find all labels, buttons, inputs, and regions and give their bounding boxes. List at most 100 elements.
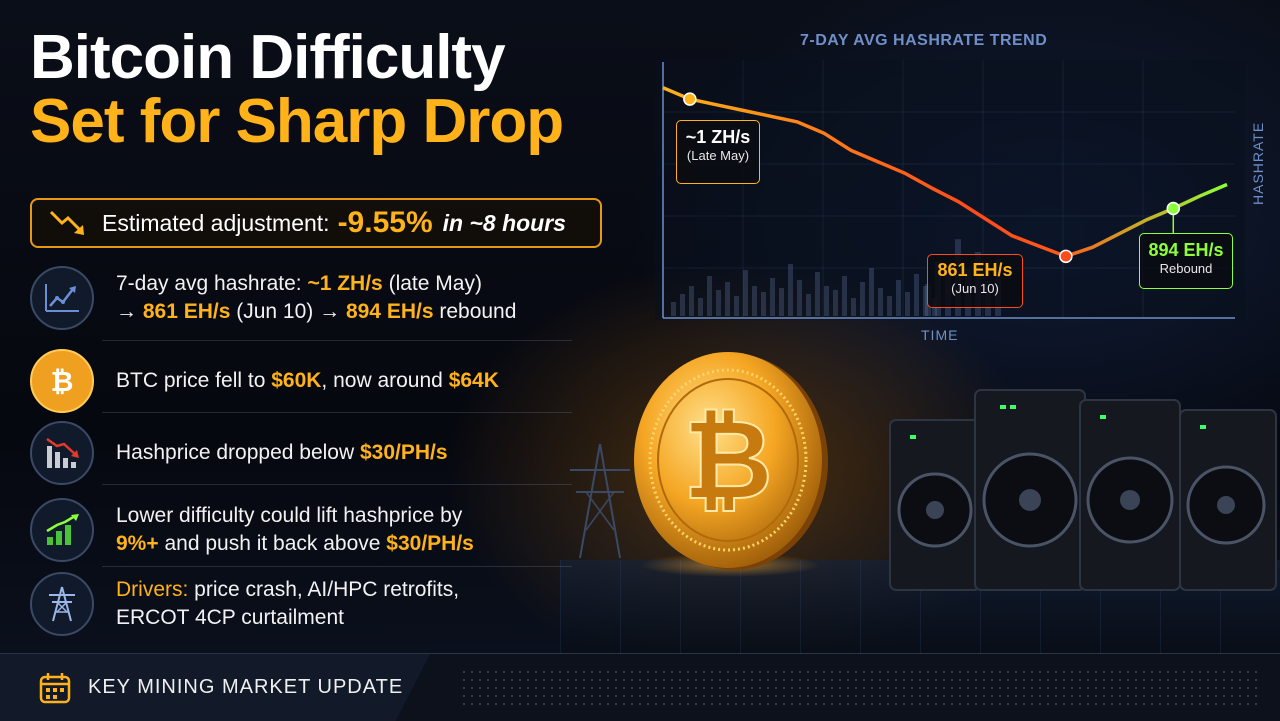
estimate-box: Estimated adjustment: -9.55% in ~8 hours xyxy=(30,198,602,248)
svg-text:₿: ₿ xyxy=(683,396,773,524)
callout-value: ~1 ZH/s xyxy=(685,127,751,147)
volume-bar xyxy=(770,278,775,316)
estimate-label: Estimated adjustment: xyxy=(102,209,330,236)
volume-bar xyxy=(761,292,766,316)
mining-rigs-image xyxy=(889,389,1277,591)
rising-bars-icon xyxy=(30,498,94,562)
hashrate-chart-icon xyxy=(30,266,94,330)
fact-drivers-line-2: ERCOT 4CP curtailment xyxy=(116,606,344,629)
volume-bar xyxy=(779,288,784,316)
fact-drivers-text: Drivers: price crash, AI/HPC retrofits, … xyxy=(116,576,459,632)
divider xyxy=(102,340,572,341)
highlight: 894 EH/s xyxy=(345,300,434,323)
callout-value: 894 EH/s xyxy=(1148,240,1224,260)
volume-bar xyxy=(680,294,685,316)
marker-jun-10 xyxy=(1059,249,1073,264)
volume-bar xyxy=(833,290,838,316)
marker-late-may xyxy=(683,92,697,106)
calendar-icon xyxy=(39,672,71,703)
highlight: $60K xyxy=(271,369,322,392)
volume-bar xyxy=(878,288,883,316)
fact-lower-difficulty-text: Lower difficulty could lift hashprice by… xyxy=(116,502,474,558)
declining-bars-icon xyxy=(30,421,94,485)
highlight: $30/PH/s xyxy=(359,441,448,464)
fact-hashrate: 7-day avg hashrate: ~1 ZH/s (late May) →… xyxy=(30,266,590,330)
chart-title: 7-DAY AVG HASHRATE TREND xyxy=(800,32,1048,49)
callout-value: 861 EH/s xyxy=(937,260,1013,280)
volume-bar xyxy=(815,272,820,316)
callout-label: Rebound xyxy=(1159,261,1213,276)
highlight: Drivers: xyxy=(116,578,189,601)
divider xyxy=(102,566,572,567)
divider xyxy=(102,484,572,485)
trend-down-icon xyxy=(49,210,84,235)
footer-dot-pattern xyxy=(460,668,1260,708)
volume-bar xyxy=(725,282,730,316)
callout-label: (Late May) xyxy=(686,148,750,163)
x-axis-label: TIME xyxy=(921,327,959,343)
text: and push it back above xyxy=(158,532,387,555)
y-axis-label: HASHRATE xyxy=(1250,121,1266,205)
volume-bar xyxy=(851,298,856,316)
divider xyxy=(102,412,572,413)
volume-bar xyxy=(752,286,757,316)
highlight: 861 EH/s xyxy=(142,300,231,323)
text: 7-day avg hashrate: xyxy=(116,272,308,295)
volume-bar xyxy=(698,298,703,316)
fact-lower-difficulty-line-1: Lower difficulty could lift hashprice by xyxy=(116,504,463,527)
fact-hashrate-line-1: 7-day avg hashrate: ~1 ZH/s (late May) xyxy=(116,270,516,298)
text: , now around xyxy=(321,369,449,392)
callout-rebound: 894 EH/s Rebound xyxy=(1139,233,1233,289)
volume-bar xyxy=(788,264,793,316)
fact-hashprice-text: Hashprice dropped below $30/PH/s xyxy=(116,439,448,467)
text: Hashprice dropped below xyxy=(116,441,360,464)
text: BTC price fell to xyxy=(116,369,272,392)
volume-bar xyxy=(860,282,865,316)
headline-line-2: Set for Sharp Drop xyxy=(30,87,564,156)
fact-drivers: Drivers: price crash, AI/HPC retrofits, … xyxy=(30,572,590,636)
volume-bar xyxy=(887,296,892,316)
bitcoin-coin-image: ₿ xyxy=(634,352,828,577)
volume-bar xyxy=(824,286,829,316)
fact-hashrate-text: 7-day avg hashrate: ~1 ZH/s (late May) →… xyxy=(116,270,516,326)
highlight: $64K xyxy=(448,369,499,392)
volume-bar xyxy=(806,294,811,316)
volume-bar xyxy=(869,268,874,316)
volume-bar xyxy=(905,292,910,316)
bitcoin-icon: ₿ xyxy=(30,349,94,413)
highlight: ~1 ZH/s xyxy=(307,272,383,295)
volume-bar xyxy=(914,274,919,316)
volume-bar xyxy=(689,286,694,316)
power-tower-silhouette xyxy=(570,443,630,559)
svg-text:₿: ₿ xyxy=(51,365,74,398)
headline-line-1: Bitcoin Difficulty xyxy=(30,23,506,92)
highlight: 9%+ xyxy=(116,532,159,555)
callout-late-may: ~1 ZH/s (Late May) xyxy=(676,120,760,184)
callout-label: (Jun 10) xyxy=(951,281,999,296)
fact-hashrate-line-2: → 861 EH/s (Jun 10) → 894 EH/s rebound xyxy=(116,298,516,326)
fact-hashprice: Hashprice dropped below $30/PH/s xyxy=(30,421,590,485)
text: price crash, AI/HPC retrofits, xyxy=(188,578,460,601)
volume-bar xyxy=(734,296,739,316)
footer-label: KEY MINING MARKET UPDATE xyxy=(88,676,404,698)
marker-rebound xyxy=(1166,201,1181,216)
headline: Bitcoin Difficulty Set for Sharp Drop xyxy=(30,23,564,156)
volume-bar xyxy=(896,280,901,316)
volume-bar xyxy=(842,276,847,316)
text: → xyxy=(116,300,143,323)
text: (late May) xyxy=(382,272,482,295)
volume-bar xyxy=(797,280,802,316)
volume-bar xyxy=(716,290,721,316)
text: rebound xyxy=(433,300,517,323)
hashrate-series-line xyxy=(662,86,1228,259)
fact-btc-price: ₿ BTC price fell to $60K, now around $64… xyxy=(30,349,590,413)
volume-bar xyxy=(707,276,712,316)
estimate-timing: in ~8 hours xyxy=(442,209,566,236)
volume-bar xyxy=(743,270,748,316)
text: (Jun 10) → xyxy=(230,300,346,323)
footer-label-panel: KEY MINING MARKET UPDATE xyxy=(0,654,430,721)
volume-bar xyxy=(671,302,676,316)
highlight: $30/PH/s xyxy=(386,532,474,555)
estimate-value: -9.55% xyxy=(337,206,433,239)
fact-btc-price-text: BTC price fell to $60K, now around $64K xyxy=(116,367,499,395)
